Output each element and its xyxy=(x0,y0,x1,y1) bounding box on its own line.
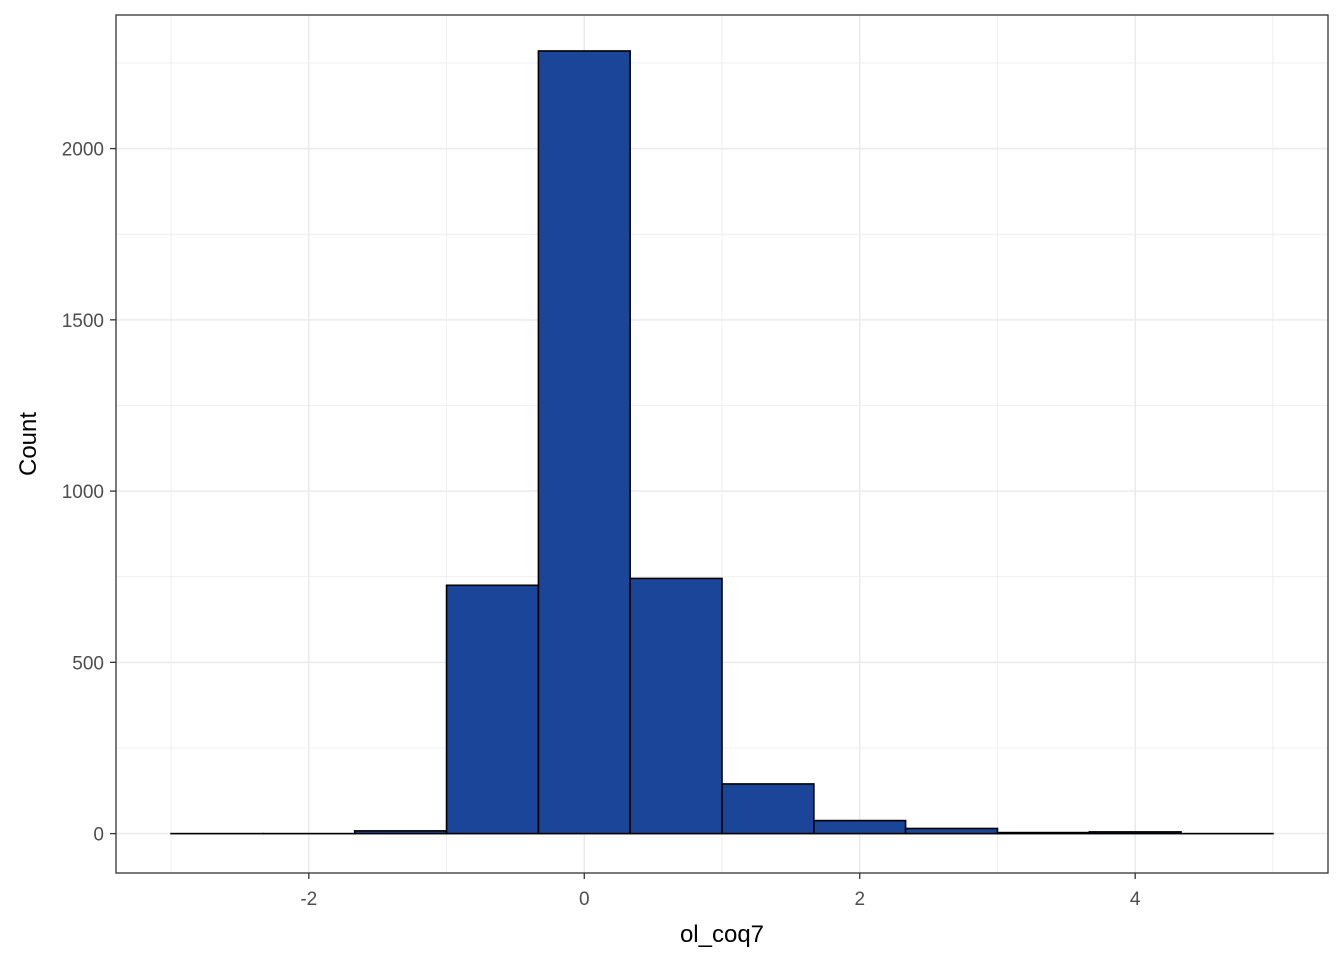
y-tick-label: 0 xyxy=(93,825,104,846)
histogram-bar xyxy=(813,819,907,835)
y-tick-label: 500 xyxy=(72,653,104,674)
histogram-bars xyxy=(170,50,1274,835)
x-tick-label: 4 xyxy=(1130,889,1141,910)
x-axis: -2 0 2 4 xyxy=(300,873,1141,910)
histogram-bar xyxy=(996,831,1091,835)
histogram-bar xyxy=(629,577,723,835)
y-tick-label: 2000 xyxy=(62,140,104,161)
x-tick-label: -2 xyxy=(300,889,317,910)
minor-gridlines xyxy=(116,15,1328,873)
histogram-bar xyxy=(1088,831,1182,835)
histogram-bar xyxy=(353,830,448,835)
histogram-bar xyxy=(445,584,540,835)
y-tick-label: 1500 xyxy=(62,311,104,332)
histogram-bar xyxy=(721,783,815,835)
panel-border xyxy=(115,14,1329,874)
y-tick-label: 1000 xyxy=(62,482,104,503)
x-tick-label: 0 xyxy=(579,889,590,910)
y-axis: 0 500 1000 1500 2000 xyxy=(62,140,116,846)
x-axis-title: ol_coq7 xyxy=(680,921,764,948)
y-axis-title: Count xyxy=(15,412,42,476)
histogram-bar xyxy=(904,827,999,835)
histogram-bar xyxy=(537,50,631,835)
x-tick-label: 2 xyxy=(854,889,865,910)
